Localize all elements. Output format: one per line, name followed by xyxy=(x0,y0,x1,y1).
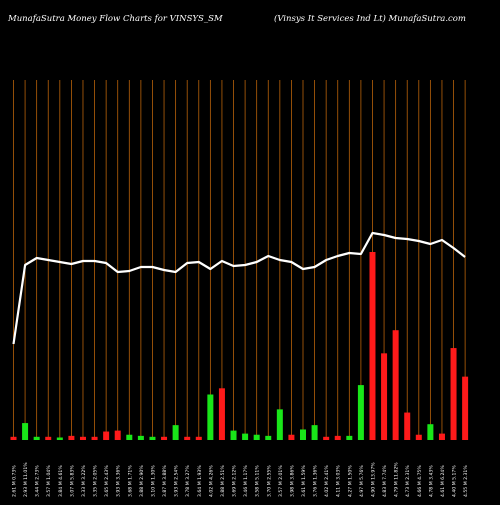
x-tick-label: 3.57 M 2.01% xyxy=(278,465,284,497)
x-tick-label: 3.68 M 1.71% xyxy=(127,465,133,497)
x-tick-label: 4.90 M 13.97% xyxy=(370,462,376,497)
bar xyxy=(195,436,202,440)
x-tick-label: 3.98 M 3.86% xyxy=(289,465,295,497)
x-tick-label: 4.79 M 11.82% xyxy=(394,462,400,497)
bar xyxy=(10,436,17,440)
x-tick-label: 3.57 M 1.04% xyxy=(46,465,52,497)
x-tick-label: 2.61 M 0.73% xyxy=(12,465,18,497)
bar xyxy=(68,435,75,440)
x-tick-label: 3.58 M 5.11% xyxy=(255,465,261,497)
bar xyxy=(126,434,133,440)
bar xyxy=(334,435,341,440)
bar xyxy=(137,435,144,440)
x-tick-label: 3.10 M 1.30% xyxy=(150,465,156,497)
x-tick-label: 4.78 M 3.43% xyxy=(428,465,434,497)
x-tick-label: 3.88 M 2.90% xyxy=(139,465,145,497)
bar xyxy=(230,430,237,440)
bar xyxy=(91,436,98,440)
x-tick-label: 4.11 M 3.03% xyxy=(336,465,342,497)
bar xyxy=(462,376,469,440)
bar xyxy=(22,423,29,440)
flow-line xyxy=(12,231,466,345)
x-tick-label: 3.88 M 2.51% xyxy=(220,465,226,497)
x-tick-label: 3.46 M 1.17% xyxy=(243,465,249,497)
bar xyxy=(172,425,179,440)
x-tick-label: 3.33 M 3.22% xyxy=(81,465,87,497)
bar xyxy=(427,424,434,440)
x-tick-label: 3.76 M 1.36% xyxy=(313,465,319,497)
line-layer xyxy=(12,231,466,345)
bar xyxy=(79,436,86,440)
bar xyxy=(265,435,272,440)
bar xyxy=(438,433,445,440)
bar xyxy=(415,434,422,440)
x-tick-label: 3.35 M 2.05% xyxy=(93,465,99,497)
x-tick-label: 3.93 M 3.36% xyxy=(116,465,122,497)
bar xyxy=(149,436,156,440)
x-tick-label: 2.93 M 11.01% xyxy=(23,462,29,497)
bar xyxy=(33,436,40,440)
x-tick-label: 4.61 M 6.24% xyxy=(440,465,446,497)
bar xyxy=(357,385,364,440)
x-tick-label: 4.66 M 4.75% xyxy=(417,465,423,497)
x-tick-label: 3.70 M 2.55% xyxy=(266,465,272,497)
bar xyxy=(56,437,63,440)
bar xyxy=(381,353,388,440)
x-tick-label: 4.55 M 2.31% xyxy=(463,465,469,497)
bar xyxy=(369,252,376,440)
bar-layer xyxy=(10,252,469,440)
x-tick-label: 3.69 M 2.12% xyxy=(232,465,238,497)
bar xyxy=(184,436,191,440)
bar xyxy=(311,425,318,440)
x-tick-label: 4.02 M 2.41% xyxy=(324,465,330,497)
chart-title-right: (Vinsys It Services Ind Lt) MunafaSutra.… xyxy=(274,14,466,24)
bar xyxy=(300,429,306,440)
bar xyxy=(253,434,260,440)
bar xyxy=(404,412,411,440)
x-tick-label: 4.40 M 5.17% xyxy=(452,465,458,497)
x-tick-label: 4.97 M 5.76% xyxy=(359,465,365,497)
x-tick-label: 3.64 M 1.93% xyxy=(197,465,203,497)
x-tick-label: 4.27 M 1.50% xyxy=(347,465,353,497)
bar xyxy=(207,394,214,440)
x-tick-label: 3.78 M 3.27% xyxy=(185,465,191,497)
x-tick-label: 4.83 M 7.74% xyxy=(382,465,388,497)
bar xyxy=(450,348,457,440)
bar xyxy=(45,436,52,440)
bar xyxy=(276,409,283,440)
bar xyxy=(242,433,249,440)
chart-title-left: MunafaSutra Money Flow Charts for VINSYS… xyxy=(8,14,223,24)
bar xyxy=(288,434,295,440)
x-tick-label: 3.93 M 2.54% xyxy=(174,465,180,497)
label-layer: 2.61 M 0.73% 2.93 M 11.01% 3.44 M 2.73% 3.5… xyxy=(12,462,470,497)
bar xyxy=(392,330,399,440)
bar xyxy=(323,436,330,440)
bar xyxy=(161,436,168,440)
bar xyxy=(346,435,353,440)
x-tick-label: 3.61 M 1.59% xyxy=(301,465,307,497)
x-tick-label: 3.44 M 2.73% xyxy=(35,465,41,497)
x-tick-label: 3.65 M 2.43% xyxy=(104,465,110,497)
x-tick-label: 4.02 M 4.26% xyxy=(208,465,214,497)
x-tick-label: 3.07 M 5.83% xyxy=(69,465,75,497)
bar xyxy=(218,388,225,440)
x-tick-label: 3.84 M 4.61% xyxy=(58,465,64,497)
bar xyxy=(114,430,121,440)
x-tick-label: 4.73 M 2.31% xyxy=(405,465,411,497)
x-tick-label: 3.87 M 3.88% xyxy=(162,465,168,497)
bar xyxy=(103,431,110,440)
